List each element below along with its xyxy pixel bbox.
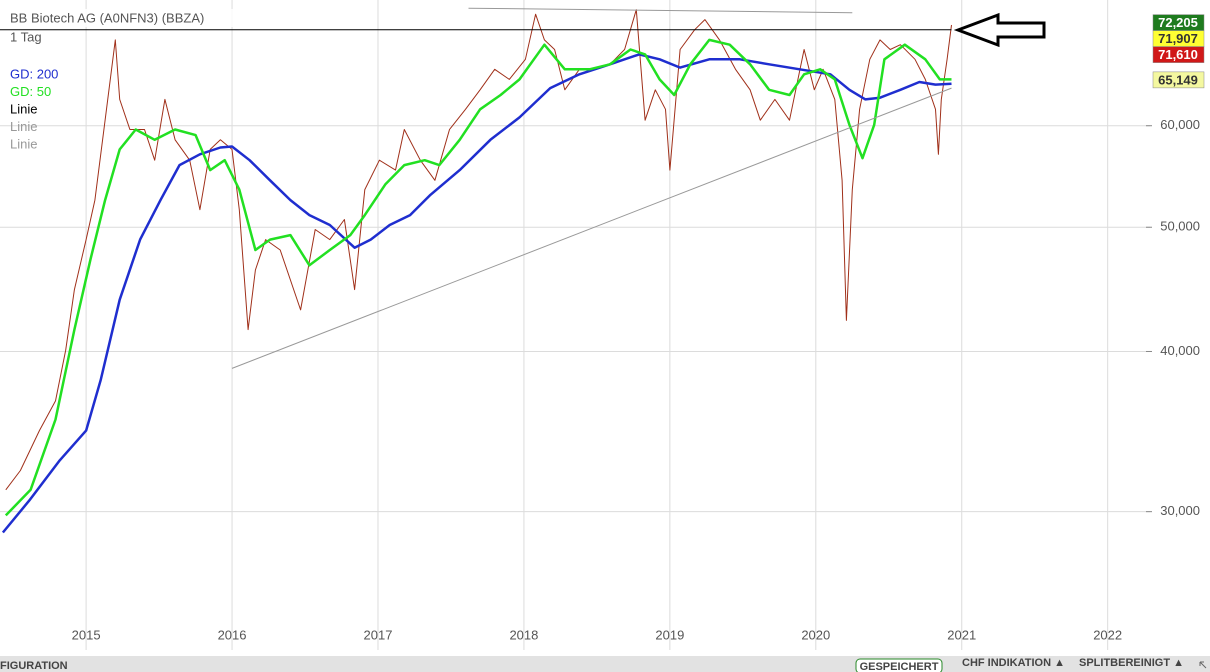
resize-icon[interactable] [1199, 661, 1207, 669]
legend-entry: Linie [10, 136, 37, 151]
chart-title: BB Biotech AG (A0NFN3) (BBZA) [10, 10, 204, 25]
x-tick-label: 2021 [947, 627, 976, 642]
title-bg [6, 9, 236, 27]
grid: 2015 2016 2017 2018 2019 2020 2021 2022 30,000 40… [0, 0, 1200, 650]
line-series [5, 9, 952, 491]
line-series [1, 53, 952, 534]
x-tick-label: 2015 [72, 627, 101, 642]
legend-entry: Linie [10, 101, 37, 116]
legend-entry: GD: 200 [10, 66, 58, 81]
line-series [231, 87, 952, 369]
price-label: 71,610 [1158, 47, 1198, 62]
price-label: 72,205 [1158, 15, 1198, 30]
x-tick-label: 2019 [655, 627, 684, 642]
x-tick-label: 2017 [364, 627, 393, 642]
legend: GD: 200 GD: 50 Linie Linie Linie [10, 66, 58, 151]
y-tick-label: 60,000 [1160, 117, 1200, 132]
plot [0, 7, 952, 534]
legend-entry: Linie [10, 119, 37, 134]
price-label-box [1152, 71, 1205, 89]
toolbar-saved[interactable]: GESPEICHERT [860, 661, 939, 672]
x-tick-label: 2022 [1093, 627, 1122, 642]
toolbar-split[interactable]: SPLITBEREINIGT ▲ [1079, 657, 1184, 669]
price-label-box [1152, 46, 1205, 63]
toolbar-currency[interactable]: CHF INDIKATION ▲ [962, 657, 1065, 669]
line-series [468, 7, 853, 14]
line-series [4, 38, 952, 517]
x-tick-label: 2018 [509, 627, 538, 642]
saved-badge [855, 658, 943, 672]
chart-subtitle: 1 Tag [10, 29, 42, 44]
price-label: 65,149 [1158, 72, 1198, 87]
toolbar-config[interactable]: FIGURATION [0, 660, 68, 672]
x-tick-label: 2016 [218, 627, 247, 642]
price-label: 71,907 [1158, 31, 1198, 46]
y-tick-label: 50,000 [1160, 219, 1200, 234]
toolbar: FIGURATION GESPEICHERT CHF INDIKATION ▲ … [0, 656, 1210, 672]
y-tick-label: 30,000 [1160, 503, 1200, 518]
legend-entry: GD: 50 [10, 84, 51, 99]
x-tick-label: 2020 [801, 627, 830, 642]
y-tick-label: 40,000 [1160, 343, 1200, 358]
arrow-annotation [953, 12, 1046, 48]
